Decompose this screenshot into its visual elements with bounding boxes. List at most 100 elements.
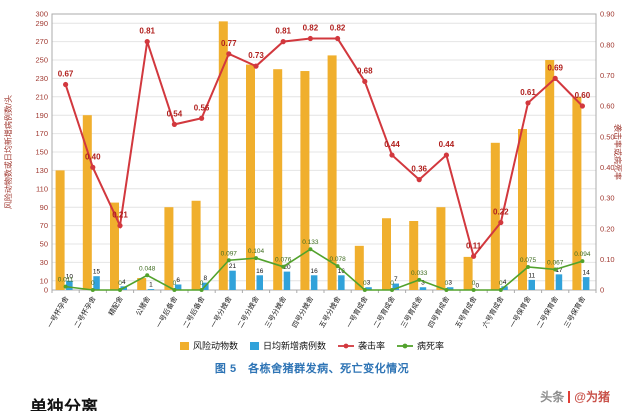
svg-text:0.076: 0.076 bbox=[275, 257, 292, 264]
watermark-handle: @为猪 bbox=[574, 390, 610, 404]
svg-text:16: 16 bbox=[311, 268, 319, 275]
svg-text:30: 30 bbox=[40, 258, 48, 267]
chart-legend: 风险动物数 日均新增病例数 袭击率 病死率 bbox=[180, 340, 444, 351]
figure-caption: 图 5 各栋舍猪群发病、死亡变化情况 bbox=[214, 363, 410, 375]
svg-text:一号育成舍: 一号育成舍 bbox=[344, 295, 369, 330]
svg-text:7: 7 bbox=[394, 276, 398, 283]
svg-text:0.70: 0.70 bbox=[600, 71, 615, 80]
svg-text:300: 300 bbox=[35, 10, 48, 19]
svg-text:15: 15 bbox=[93, 269, 101, 276]
svg-text:170: 170 bbox=[35, 129, 48, 138]
svg-text:0.61: 0.61 bbox=[520, 88, 536, 97]
svg-text:0: 0 bbox=[476, 283, 480, 290]
svg-text:250: 250 bbox=[35, 56, 48, 65]
svg-text:0: 0 bbox=[445, 280, 449, 287]
risk-animal-bars bbox=[55, 21, 582, 291]
right-axis-title: 袭击率或病死率 bbox=[613, 124, 623, 180]
svg-text:0.10: 0.10 bbox=[600, 255, 615, 264]
partial-section-heading: 单独分离 bbox=[30, 398, 98, 411]
svg-text:150: 150 bbox=[35, 148, 48, 157]
svg-text:0.21: 0.21 bbox=[112, 211, 128, 220]
svg-text:0.44: 0.44 bbox=[384, 140, 400, 149]
svg-text:3: 3 bbox=[421, 280, 425, 287]
svg-text:10: 10 bbox=[40, 276, 48, 285]
svg-text:公猪舍: 公猪舍 bbox=[134, 295, 152, 318]
left-axis-labels: 3002902702502302101901701501301109070503… bbox=[35, 10, 48, 295]
svg-text:0.36: 0.36 bbox=[411, 165, 427, 174]
svg-text:二号后备舍: 二号后备舍 bbox=[181, 295, 206, 330]
svg-text:0.82: 0.82 bbox=[330, 24, 346, 33]
svg-text:0: 0 bbox=[472, 280, 476, 287]
svg-text:0.68: 0.68 bbox=[357, 66, 373, 75]
svg-text:0.80: 0.80 bbox=[600, 40, 615, 49]
svg-text:0.20: 0.20 bbox=[600, 224, 615, 233]
x-category-labels: 一号怀孕舍 二号怀孕舍 精配舍 公猪舍 一号后备舍 二号后备舍 一号分娩舍 二号分娩舍 三号分娩… bbox=[45, 295, 587, 330]
watermark: 头条 @为猪 bbox=[540, 388, 610, 405]
svg-text:230: 230 bbox=[35, 74, 48, 83]
svg-text:0.69: 0.69 bbox=[547, 63, 563, 72]
svg-text:病死率: 病死率 bbox=[417, 340, 444, 351]
svg-text:16: 16 bbox=[256, 268, 264, 275]
svg-text:0.094: 0.094 bbox=[574, 251, 591, 258]
svg-text:三号分娩舍: 三号分娩舍 bbox=[263, 295, 288, 330]
svg-text:0: 0 bbox=[173, 280, 177, 287]
svg-text:0.104: 0.104 bbox=[248, 248, 265, 255]
svg-text:0: 0 bbox=[390, 280, 394, 287]
svg-text:0.033: 0.033 bbox=[411, 270, 428, 277]
svg-text:0.11: 0.11 bbox=[466, 241, 482, 250]
svg-text:16: 16 bbox=[338, 268, 346, 275]
svg-text:0.73: 0.73 bbox=[248, 51, 264, 60]
svg-text:3: 3 bbox=[448, 280, 452, 287]
svg-text:0.77: 0.77 bbox=[221, 39, 237, 48]
right-axis-labels: 0.90 0.80 0.70 0.60 0.50 0.40 0.30 0.20 0.10 0 bbox=[600, 10, 615, 295]
svg-text:0.22: 0.22 bbox=[493, 208, 509, 217]
svg-text:0: 0 bbox=[44, 286, 48, 295]
gridlines bbox=[52, 22, 596, 282]
svg-text:袭击率: 袭击率 bbox=[358, 340, 385, 351]
svg-text:0.40: 0.40 bbox=[85, 152, 101, 161]
svg-text:日均新增病例数: 日均新增病例数 bbox=[263, 340, 326, 351]
svg-text:0: 0 bbox=[499, 280, 503, 287]
svg-text:90: 90 bbox=[40, 203, 48, 212]
svg-text:三号保育舍: 三号保育舍 bbox=[562, 295, 587, 330]
x-axis-ticks bbox=[51, 290, 597, 293]
svg-text:4: 4 bbox=[503, 279, 507, 286]
svg-text:14: 14 bbox=[583, 270, 591, 277]
svg-text:0.54: 0.54 bbox=[167, 109, 183, 118]
svg-text:21: 21 bbox=[229, 263, 237, 270]
svg-text:0.60: 0.60 bbox=[600, 102, 615, 111]
svg-text:4: 4 bbox=[122, 279, 126, 286]
svg-text:0: 0 bbox=[363, 280, 367, 287]
svg-text:0.30: 0.30 bbox=[600, 194, 615, 203]
svg-text:0.60: 0.60 bbox=[575, 91, 591, 100]
svg-text:六号育成舍: 六号育成舍 bbox=[480, 295, 505, 330]
svg-text:袭击率或病死率: 袭击率或病死率 bbox=[613, 124, 623, 180]
svg-text:0.90: 0.90 bbox=[600, 10, 615, 19]
svg-text:0.67: 0.67 bbox=[58, 70, 74, 79]
svg-text:1: 1 bbox=[149, 282, 153, 289]
svg-text:3: 3 bbox=[367, 280, 371, 287]
watermark-brand: 头条 bbox=[540, 390, 565, 404]
svg-text:0.133: 0.133 bbox=[302, 239, 319, 246]
watermark-divider-icon bbox=[568, 390, 571, 403]
attack-rate-line: 0.67 0.40 0.21 0.81 0.54 0.56 0.77 0.73 0.81 0.82… bbox=[58, 24, 591, 259]
svg-text:0: 0 bbox=[600, 286, 604, 295]
svg-text:0.81: 0.81 bbox=[275, 27, 291, 36]
svg-text:四号育成舍: 四号育成舍 bbox=[426, 295, 451, 330]
svg-text:一号怀孕舍: 一号怀孕舍 bbox=[45, 295, 70, 330]
svg-text:0: 0 bbox=[118, 280, 122, 287]
svg-text:一号分娩舍: 一号分娩舍 bbox=[208, 295, 233, 330]
svg-text:五号育成舍: 五号育成舍 bbox=[453, 295, 478, 330]
svg-text:70: 70 bbox=[40, 221, 48, 230]
svg-text:0: 0 bbox=[200, 280, 204, 287]
svg-text:一号后备舍: 一号后备舍 bbox=[154, 295, 179, 330]
svg-text:0.097: 0.097 bbox=[221, 250, 238, 257]
svg-text:精配舍: 精配舍 bbox=[106, 295, 124, 318]
svg-text:风险动物数或日均新增病例数/头: 风险动物数或日均新增病例数/头 bbox=[3, 95, 13, 209]
svg-text:0.56: 0.56 bbox=[194, 103, 210, 112]
svg-text:三号育成舍: 三号育成舍 bbox=[399, 295, 424, 330]
svg-text:20: 20 bbox=[283, 264, 291, 271]
